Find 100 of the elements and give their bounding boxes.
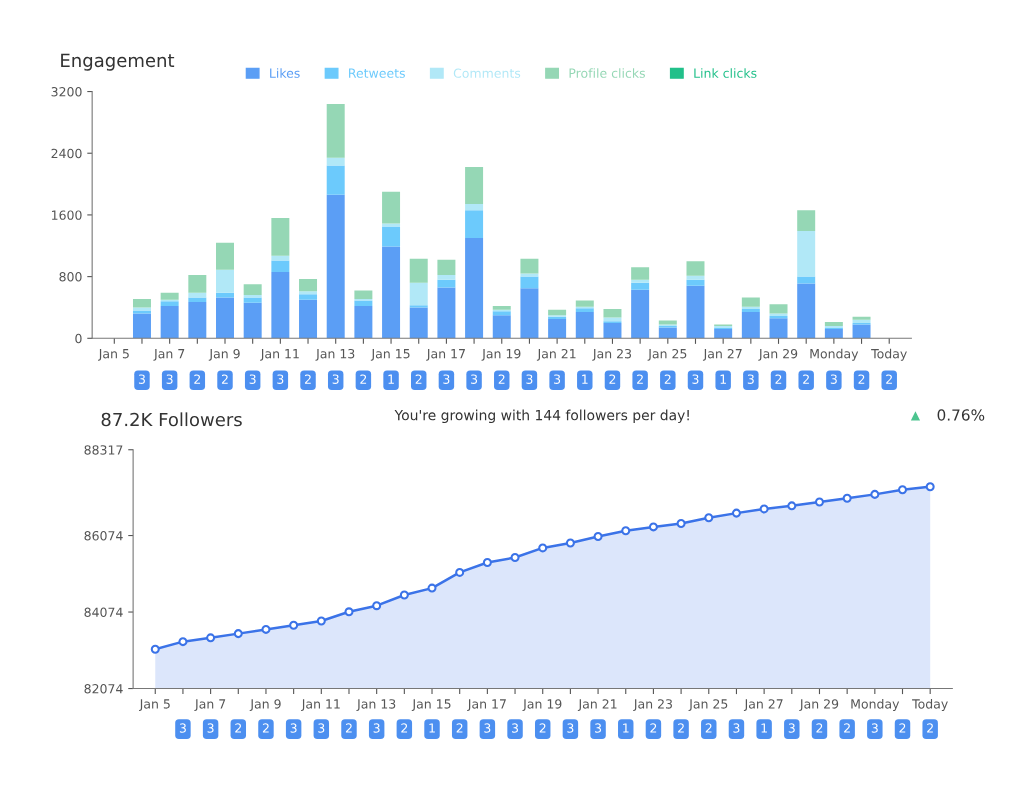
text: 2 (678, 723, 684, 733)
text: 2 (498, 374, 505, 384)
text: 2 (844, 723, 850, 733)
chart-subtitle: You're growing with 144 followers per day! (394, 409, 689, 424)
y-tick-label: 84074 (84, 607, 123, 617)
x-tick-label: Jan 5 (98, 349, 129, 361)
x-tick-label: Jan 17 (467, 699, 506, 711)
y-tick-label: 0 (75, 333, 82, 344)
x-tick-label: Jan 7 (194, 699, 226, 711)
text: 2 (899, 723, 906, 733)
text: 3 (830, 374, 837, 384)
text: 3 (373, 723, 380, 733)
text: 2 (345, 723, 352, 733)
text: 2 (360, 374, 367, 384)
text: 3 (277, 374, 284, 384)
text: 3 (318, 723, 325, 733)
chart-title: 87.2K Followers (101, 412, 242, 427)
text: 3 (871, 723, 878, 733)
x-tick-label: Jan 15 (411, 699, 451, 711)
x-tick-label: Today (871, 348, 907, 361)
text: 3 (526, 374, 533, 384)
x-tick-label: Jan 9 (208, 348, 240, 361)
x-tick-label: Jan 19 (481, 348, 521, 361)
y-tick-label: 1600 (52, 210, 82, 220)
text: 3 (595, 723, 602, 733)
text: 2 (816, 723, 823, 733)
text: 3 (332, 374, 339, 384)
text: 2 (401, 723, 408, 733)
x-tick-label: Jan 17 (426, 349, 465, 361)
text: 3 (788, 723, 795, 733)
text: 2 (194, 374, 201, 384)
x-tick-label: Jan 27 (702, 348, 742, 361)
x-tick-label: Jan 9 (249, 699, 281, 711)
x-tick-label: Jan 25 (647, 348, 687, 361)
x-tick-label: Jan 27 (743, 699, 783, 711)
text: 2 (415, 374, 422, 384)
x-tick-label: Jan 23 (633, 699, 672, 711)
text: 2 (803, 374, 809, 384)
text: 3 (747, 374, 754, 384)
y-tick-label: 3200 (51, 87, 82, 97)
text: 1 (623, 723, 629, 733)
text: 3 (512, 723, 519, 733)
x-tick-label: Today (912, 698, 948, 712)
text: 3 (166, 374, 173, 384)
text: 2 (262, 723, 269, 733)
text: 3 (692, 374, 699, 384)
x-tick-label: Jan 21 (577, 699, 617, 711)
text: 2 (927, 723, 933, 733)
text: 2 (775, 374, 782, 384)
x-tick-label: Jan 19 (522, 699, 562, 711)
text: 2 (637, 374, 643, 384)
chart-title: Engagement (61, 53, 175, 71)
x-tick-label: Jan 13 (315, 348, 355, 361)
text: 3 (290, 723, 297, 733)
text: 2 (221, 374, 228, 384)
text: 2 (456, 723, 463, 733)
text: 2 (304, 374, 311, 384)
text: 2 (539, 723, 546, 733)
text: 1 (582, 374, 588, 384)
text: 3 (471, 374, 478, 384)
text: 3 (484, 723, 491, 733)
text: 1 (761, 723, 767, 733)
text: 2 (858, 374, 865, 384)
text: 3 (567, 723, 574, 733)
x-tick-label: Jan 11 (301, 699, 340, 711)
text: 3 (443, 374, 450, 384)
x-tick-label: Jan 29 (758, 348, 798, 361)
y-tick-label: 800 (59, 272, 82, 282)
y-tick-label: 86074 (84, 531, 123, 541)
legend-label: Profile clicks (569, 68, 645, 78)
text: 2 (664, 374, 671, 384)
x-tick-label: Jan 13 (356, 699, 396, 711)
text: 2 (235, 723, 242, 733)
text: 2 (705, 723, 712, 733)
legend-label: Retweets (349, 68, 405, 78)
text: 2 (609, 374, 616, 384)
text: 0.76% (937, 409, 985, 421)
x-tick-label: Monday (810, 348, 859, 361)
legend-label: Link clicks (694, 68, 757, 78)
x-tick-label: Jan 29 (799, 699, 839, 711)
y-tick-label: 88317 (84, 445, 123, 455)
x-tick-label: Jan 5 (139, 699, 170, 711)
x-tick-label: Jan 15 (370, 349, 410, 361)
y-tick-label: 2400 (51, 148, 82, 159)
legend-label: Comments (453, 68, 521, 78)
text: 3 (207, 723, 214, 733)
text: 3 (249, 374, 256, 384)
x-tick-label: Jan 23 (592, 348, 632, 361)
legend-label: Likes (270, 68, 300, 78)
text: 3 (179, 723, 186, 733)
x-tick-label: Jan 21 (536, 348, 576, 361)
x-tick-label: Jan 11 (260, 349, 299, 361)
text: 1 (429, 723, 435, 733)
text: 1 (388, 374, 394, 384)
x-tick-label: Monday (851, 698, 900, 712)
text: 3 (138, 374, 145, 384)
text: 3 (554, 374, 561, 384)
x-tick-label: Jan 7 (153, 349, 185, 361)
text: 2 (886, 374, 892, 384)
text: 3 (733, 723, 740, 733)
